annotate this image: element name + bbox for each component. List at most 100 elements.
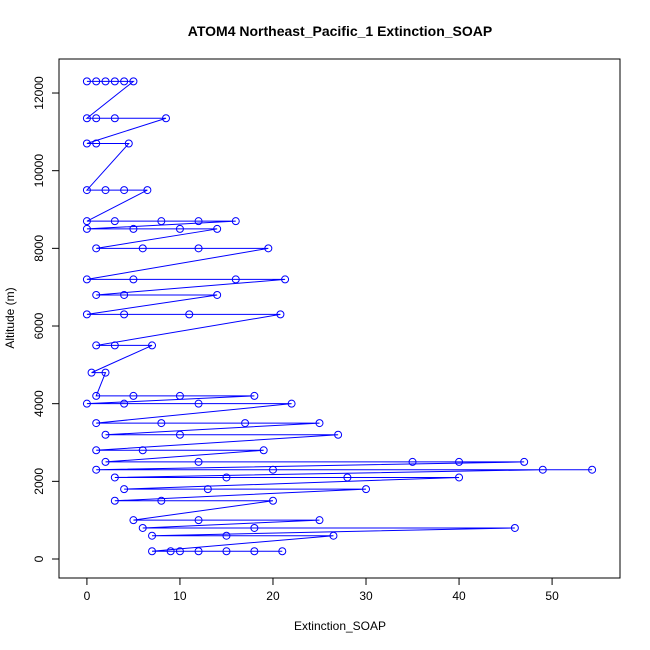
point xyxy=(408,457,417,466)
point xyxy=(110,77,119,86)
point xyxy=(138,244,147,253)
plot-box xyxy=(58,58,621,579)
y-tick-label: 6000 xyxy=(32,312,46,339)
point xyxy=(157,217,166,226)
point xyxy=(92,391,101,400)
x-tick-label: 40 xyxy=(452,589,466,603)
point xyxy=(455,457,464,466)
point xyxy=(315,419,324,428)
point xyxy=(231,275,240,284)
point xyxy=(110,341,119,350)
point xyxy=(213,224,222,233)
point xyxy=(259,446,268,455)
point xyxy=(82,139,91,148)
point xyxy=(110,496,119,505)
point xyxy=(82,224,91,233)
point xyxy=(92,446,101,455)
point xyxy=(110,114,119,123)
point xyxy=(161,114,170,123)
point xyxy=(92,114,101,123)
point xyxy=(588,465,597,474)
point xyxy=(82,310,91,319)
y-axis-label: Altitude (m) xyxy=(3,287,17,348)
point xyxy=(329,531,338,540)
x-tick-label: 20 xyxy=(266,589,280,603)
point xyxy=(194,399,203,408)
point xyxy=(194,244,203,253)
point xyxy=(241,419,250,428)
x-tick-label: 0 xyxy=(84,589,91,603)
point xyxy=(148,547,157,556)
point xyxy=(203,485,212,494)
x-tick-label: 10 xyxy=(173,589,187,603)
point xyxy=(222,547,231,556)
point xyxy=(281,275,290,284)
point xyxy=(82,77,91,86)
point xyxy=(110,473,119,482)
point xyxy=(148,341,157,350)
point xyxy=(110,217,119,226)
point xyxy=(101,430,110,439)
point xyxy=(231,217,240,226)
point xyxy=(101,457,110,466)
point xyxy=(175,224,184,233)
point xyxy=(268,465,277,474)
x-axis-label: Extinction_SOAP xyxy=(294,619,386,633)
point xyxy=(343,473,352,482)
point xyxy=(129,275,138,284)
point xyxy=(129,77,138,86)
point xyxy=(213,290,222,299)
y-tick-label: 4000 xyxy=(32,390,46,417)
point xyxy=(194,457,203,466)
point xyxy=(138,523,147,532)
point xyxy=(157,419,166,428)
point xyxy=(148,531,157,540)
x-tick-label: 30 xyxy=(359,589,373,603)
point xyxy=(120,290,129,299)
point xyxy=(175,430,184,439)
point xyxy=(87,368,96,377)
y-tick-label: 8000 xyxy=(32,235,46,262)
point xyxy=(82,186,91,195)
point xyxy=(250,523,259,532)
point xyxy=(92,139,101,148)
point xyxy=(175,391,184,400)
point xyxy=(82,275,91,284)
point xyxy=(520,457,529,466)
point xyxy=(264,244,273,253)
point xyxy=(101,368,110,377)
point xyxy=(455,473,464,482)
point xyxy=(92,341,101,350)
point xyxy=(166,547,175,556)
point xyxy=(175,547,184,556)
y-tick-label: 10000 xyxy=(32,154,46,188)
point xyxy=(362,485,371,494)
point xyxy=(194,516,203,525)
point xyxy=(222,531,231,540)
point xyxy=(278,547,287,556)
point xyxy=(120,399,129,408)
point xyxy=(268,496,277,505)
point xyxy=(92,244,101,253)
point xyxy=(510,523,519,532)
point xyxy=(92,465,101,474)
point xyxy=(143,186,152,195)
point xyxy=(194,217,203,226)
point xyxy=(129,224,138,233)
y-tick-label: 12000 xyxy=(32,76,46,110)
point xyxy=(92,290,101,299)
point xyxy=(129,516,138,525)
series-line xyxy=(85,80,593,552)
point xyxy=(82,399,91,408)
point xyxy=(276,310,285,319)
point xyxy=(101,77,110,86)
chart-title: ATOM4 Northeast_Pacific_1 Extinction_SOA… xyxy=(188,23,492,39)
point xyxy=(129,391,138,400)
point xyxy=(82,114,91,123)
point xyxy=(538,465,547,474)
point xyxy=(82,217,91,226)
point xyxy=(334,430,343,439)
point xyxy=(222,473,231,482)
